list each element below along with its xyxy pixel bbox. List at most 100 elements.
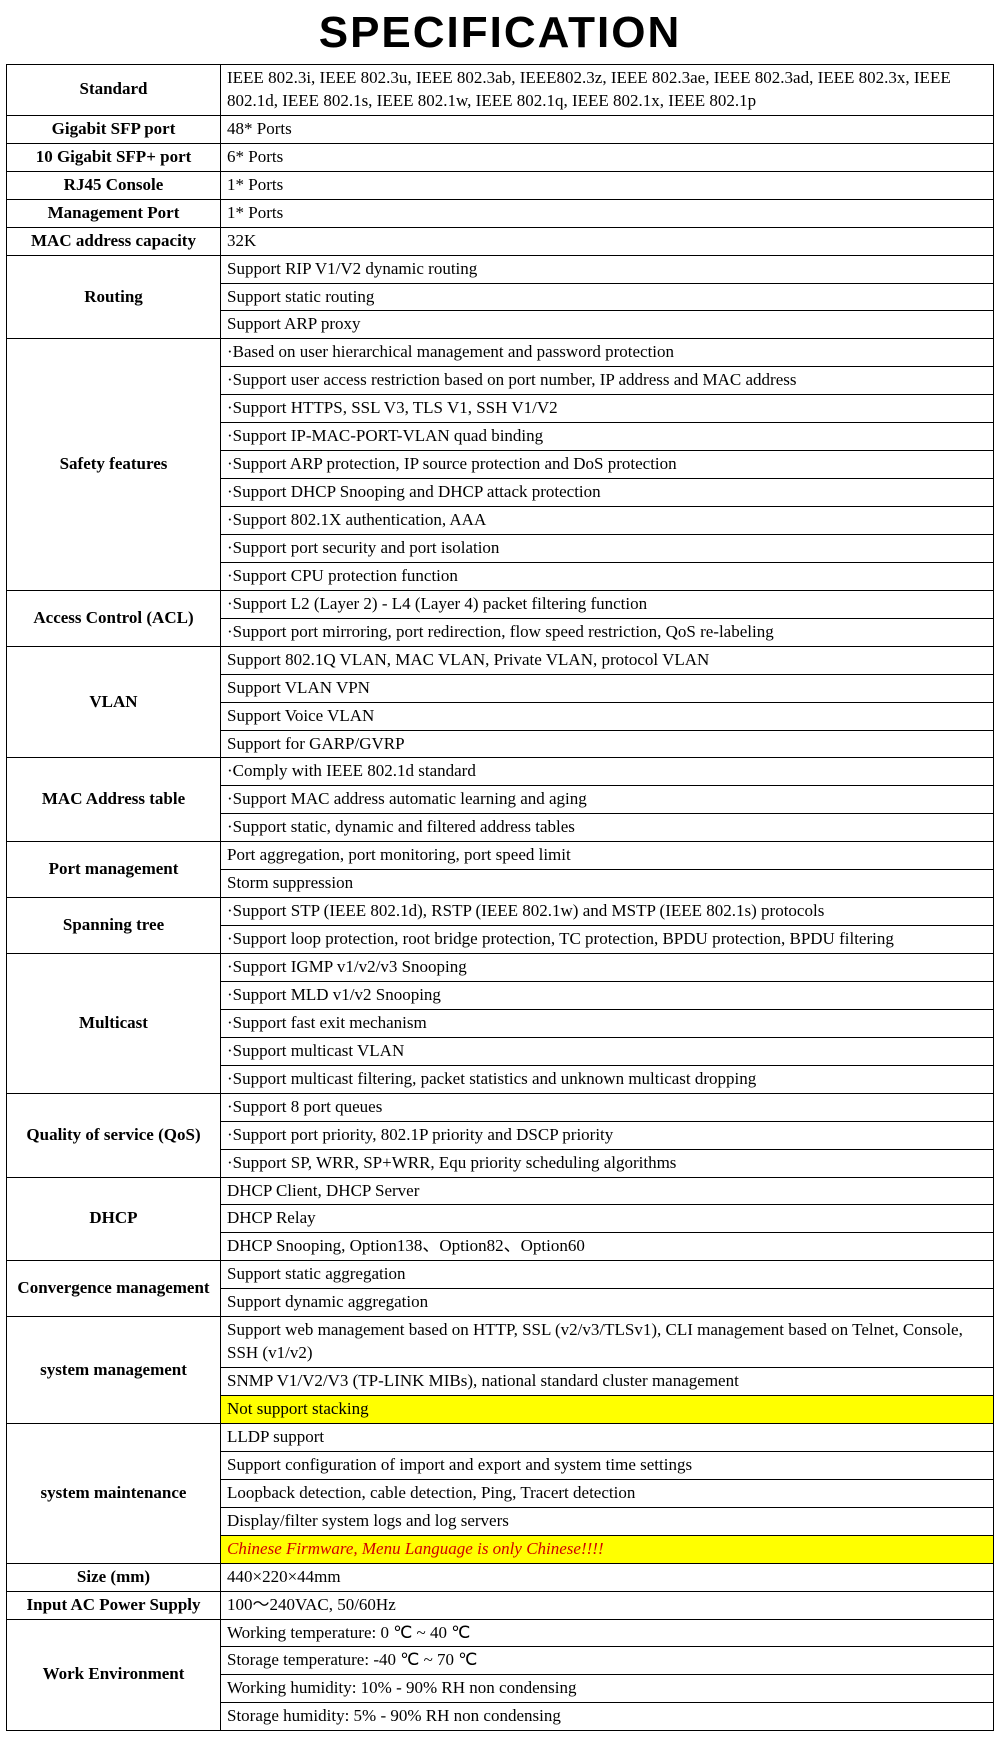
table-row: Multicast·Support IGMP v1/v2/v3 Snooping bbox=[7, 954, 994, 982]
spec-value: Port aggregation, port monitoring, port … bbox=[221, 842, 994, 870]
spec-value: ·Support HTTPS, SSL V3, TLS V1, SSH V1/V… bbox=[221, 395, 994, 423]
spec-label: system maintenance bbox=[7, 1423, 221, 1563]
spec-value: Support 802.1Q VLAN, MAC VLAN, Private V… bbox=[221, 646, 994, 674]
spec-value: ·Support port priority, 802.1P priority … bbox=[221, 1121, 994, 1149]
spec-value: DHCP Snooping, Option138、Option82、Option… bbox=[221, 1233, 994, 1261]
spec-label: Routing bbox=[7, 255, 221, 339]
spec-value: Support for GARP/GVRP bbox=[221, 730, 994, 758]
spec-value: Storm suppression bbox=[221, 870, 994, 898]
spec-value: ·Support IP-MAC-PORT-VLAN quad binding bbox=[221, 423, 994, 451]
spec-label: Convergence management bbox=[7, 1261, 221, 1317]
spec-value: 100～240VAC, 50/60Hz bbox=[221, 1591, 994, 1619]
spec-value: Support RIP V1/V2 dynamic routing bbox=[221, 255, 994, 283]
spec-value: ·Support MLD v1/v2 Snooping bbox=[221, 981, 994, 1009]
spec-value: ·Support multicast filtering, packet sta… bbox=[221, 1065, 994, 1093]
spec-value: Storage temperature: -40 ℃ ~ 70 ℃ bbox=[221, 1647, 994, 1675]
table-row: Port managementPort aggregation, port mo… bbox=[7, 842, 994, 870]
table-row: Gigabit SFP port48* Ports bbox=[7, 115, 994, 143]
spec-value: Support static routing bbox=[221, 283, 994, 311]
spec-value: Chinese Firmware, Menu Language is only … bbox=[221, 1535, 994, 1563]
table-row: Management Port1* Ports bbox=[7, 199, 994, 227]
spec-value: ·Support SP, WRR, SP+WRR, Equ priority s… bbox=[221, 1149, 994, 1177]
spec-value: Support configuration of import and expo… bbox=[221, 1451, 994, 1479]
table-row: 10 Gigabit SFP+ port6* Ports bbox=[7, 143, 994, 171]
spec-label: Standard bbox=[7, 65, 221, 116]
spec-value: Working humidity: 10% - 90% RH non conde… bbox=[221, 1675, 994, 1703]
table-row: DHCPDHCP Client, DHCP Server bbox=[7, 1177, 994, 1205]
spec-value: ·Support static, dynamic and filtered ad… bbox=[221, 814, 994, 842]
spec-value: ·Support DHCP Snooping and DHCP attack p… bbox=[221, 479, 994, 507]
spec-value: ·Based on user hierarchical management a… bbox=[221, 339, 994, 367]
spec-value: 1* Ports bbox=[221, 171, 994, 199]
spec-value: ·Support fast exit mechanism bbox=[221, 1009, 994, 1037]
table-row: Quality of service (QoS)·Support 8 port … bbox=[7, 1093, 994, 1121]
spec-value: ·Support user access restriction based o… bbox=[221, 367, 994, 395]
spec-value: Support static aggregation bbox=[221, 1261, 994, 1289]
spec-value: ·Support STP (IEEE 802.1d), RSTP (IEEE 8… bbox=[221, 898, 994, 926]
spec-value: 48* Ports bbox=[221, 115, 994, 143]
spec-value: Storage humidity: 5% - 90% RH non conden… bbox=[221, 1703, 994, 1731]
table-row: Work EnvironmentWorking temperature: 0 ℃… bbox=[7, 1619, 994, 1647]
spec-label: Access Control (ACL) bbox=[7, 590, 221, 646]
specification-table: StandardIEEE 802.3i, IEEE 802.3u, IEEE 8… bbox=[6, 64, 994, 1731]
spec-value: ·Comply with IEEE 802.1d standard bbox=[221, 758, 994, 786]
spec-value: ·Support L2 (Layer 2) - L4 (Layer 4) pac… bbox=[221, 590, 994, 618]
spec-label: 10 Gigabit SFP+ port bbox=[7, 143, 221, 171]
table-row: RJ45 Console1* Ports bbox=[7, 171, 994, 199]
spec-value: Display/filter system logs and log serve… bbox=[221, 1507, 994, 1535]
spec-label: Input AC Power Supply bbox=[7, 1591, 221, 1619]
spec-value: ·Support port security and port isolatio… bbox=[221, 534, 994, 562]
spec-value: ·Support IGMP v1/v2/v3 Snooping bbox=[221, 954, 994, 982]
spec-label: Port management bbox=[7, 842, 221, 898]
table-row: MAC Address table·Comply with IEEE 802.1… bbox=[7, 758, 994, 786]
spec-label: system management bbox=[7, 1317, 221, 1424]
spec-value: Support ARP proxy bbox=[221, 311, 994, 339]
table-row: RoutingSupport RIP V1/V2 dynamic routing bbox=[7, 255, 994, 283]
spec-label: Multicast bbox=[7, 954, 221, 1094]
table-row: MAC address capacity32K bbox=[7, 227, 994, 255]
spec-value: ·Support port mirroring, port redirectio… bbox=[221, 618, 994, 646]
table-row: system maintenanceLLDP support bbox=[7, 1423, 994, 1451]
spec-value: DHCP Relay bbox=[221, 1205, 994, 1233]
spec-value: ·Support 8 port queues bbox=[221, 1093, 994, 1121]
spec-label: Size (mm) bbox=[7, 1563, 221, 1591]
spec-value: 440×220×44mm bbox=[221, 1563, 994, 1591]
spec-label: Gigabit SFP port bbox=[7, 115, 221, 143]
table-row: VLANSupport 802.1Q VLAN, MAC VLAN, Priva… bbox=[7, 646, 994, 674]
spec-value: SNMP V1/V2/V3 (TP-LINK MIBs), national s… bbox=[221, 1368, 994, 1396]
spec-value: ·Support ARP protection, IP source prote… bbox=[221, 451, 994, 479]
spec-value: ·Support multicast VLAN bbox=[221, 1037, 994, 1065]
spec-value: Support Voice VLAN bbox=[221, 702, 994, 730]
table-row: Convergence managementSupport static agg… bbox=[7, 1261, 994, 1289]
spec-label: Management Port bbox=[7, 199, 221, 227]
table-row: system managementSupport web management … bbox=[7, 1317, 994, 1368]
spec-value: 32K bbox=[221, 227, 994, 255]
spec-value: ·Support MAC address automatic learning … bbox=[221, 786, 994, 814]
spec-value: Loopback detection, cable detection, Pin… bbox=[221, 1479, 994, 1507]
table-row: Safety features·Based on user hierarchic… bbox=[7, 339, 994, 367]
spec-label: RJ45 Console bbox=[7, 171, 221, 199]
spec-label: MAC Address table bbox=[7, 758, 221, 842]
spec-value: ·Support 802.1X authentication, AAA bbox=[221, 507, 994, 535]
spec-label: Work Environment bbox=[7, 1619, 221, 1731]
spec-value: DHCP Client, DHCP Server bbox=[221, 1177, 994, 1205]
spec-label: Spanning tree bbox=[7, 898, 221, 954]
table-row: Size (mm)440×220×44mm bbox=[7, 1563, 994, 1591]
spec-label: VLAN bbox=[7, 646, 221, 758]
table-row: StandardIEEE 802.3i, IEEE 802.3u, IEEE 8… bbox=[7, 65, 994, 116]
table-row: Access Control (ACL)·Support L2 (Layer 2… bbox=[7, 590, 994, 618]
spec-label: Quality of service (QoS) bbox=[7, 1093, 221, 1177]
spec-value: Support VLAN VPN bbox=[221, 674, 994, 702]
spec-value: ·Support CPU protection function bbox=[221, 562, 994, 590]
spec-value: 6* Ports bbox=[221, 143, 994, 171]
spec-label: MAC address capacity bbox=[7, 227, 221, 255]
spec-label: DHCP bbox=[7, 1177, 221, 1261]
spec-label: Safety features bbox=[7, 339, 221, 590]
page-title: SPECIFICATION bbox=[0, 8, 1000, 58]
spec-value: Working temperature: 0 ℃ ~ 40 ℃ bbox=[221, 1619, 994, 1647]
table-row: Spanning tree·Support STP (IEEE 802.1d),… bbox=[7, 898, 994, 926]
spec-value: Not support stacking bbox=[221, 1396, 994, 1424]
spec-value: Support dynamic aggregation bbox=[221, 1289, 994, 1317]
spec-value: ·Support loop protection, root bridge pr… bbox=[221, 926, 994, 954]
spec-value: IEEE 802.3i, IEEE 802.3u, IEEE 802.3ab, … bbox=[221, 65, 994, 116]
